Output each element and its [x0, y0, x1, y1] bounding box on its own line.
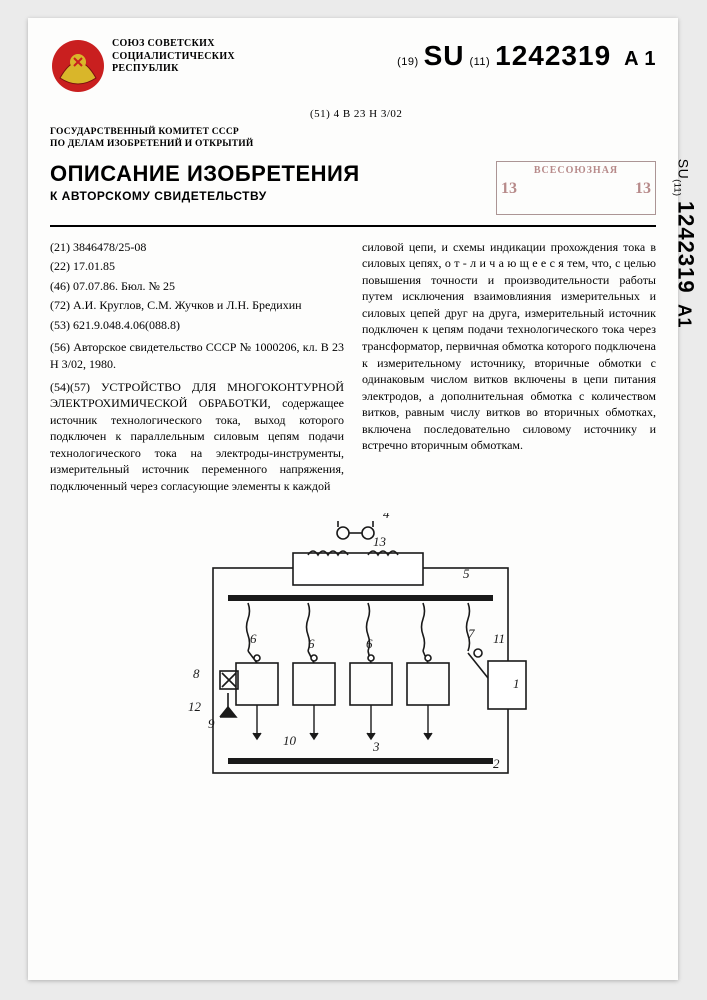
kind-code: A 1: [624, 48, 656, 70]
svg-text:6: 6: [308, 636, 315, 651]
patent-figure: 1234566678910111213: [158, 513, 548, 793]
svg-text:7: 7: [468, 626, 475, 641]
side-number: 1242319: [673, 201, 698, 294]
ussr-emblem-icon: [50, 38, 106, 94]
title-block: ОПИСАНИЕ ИЗОБРЕТЕНИЯ К АВТОРСКОМУ СВИДЕТ…: [50, 161, 360, 203]
horizontal-rule: [50, 225, 656, 227]
svg-text:9: 9: [208, 716, 215, 731]
right-column: силовой цепи, и схемы индикации прохожде…: [362, 239, 656, 498]
library-stamp: ВСЕСОЮЗНАЯ 13 13: [496, 161, 656, 215]
svg-text:8: 8: [193, 666, 200, 681]
svg-text:12: 12: [188, 699, 202, 714]
svg-text:6: 6: [250, 631, 257, 646]
svg-text:6: 6: [366, 636, 373, 651]
svg-text:3: 3: [372, 739, 380, 754]
svg-text:10: 10: [283, 733, 297, 748]
field-56: (56) Авторское свидетельство СССР № 1000…: [50, 339, 344, 372]
stamp-num-left: 13: [501, 180, 517, 198]
svg-text:11: 11: [493, 631, 505, 646]
svg-text:4: 4: [383, 513, 390, 521]
ipc-classification: (51) 4 B 23 H 3/02: [310, 108, 656, 120]
country-code: SU: [424, 40, 465, 71]
svg-text:13: 13: [373, 534, 387, 549]
side-su: SU: [675, 159, 691, 179]
field-53: (53) 621.9.048.4.06(088.8): [50, 317, 344, 334]
field-11: (11): [469, 56, 490, 68]
org-name: СОЮЗ СОВЕТСКИХ СОЦИАЛИСТИЧЕСКИХ РЕСПУБЛИ…: [112, 38, 262, 76]
publication-number: (19) SU (11) 1242319 A 1: [397, 38, 656, 72]
svg-text:1: 1: [513, 676, 520, 691]
document-title: ОПИСАНИЕ ИЗОБРЕТЕНИЯ: [50, 161, 360, 187]
field-54-57: (54)(57) УСТРОЙСТВО ДЛЯ МНОГОКОНТУРНОЙ Э…: [50, 379, 344, 495]
body-columns: (21) 3846478/25-08 (22) 17.01.85 (46) 07…: [50, 239, 656, 498]
header-row: СОЮЗ СОВЕТСКИХ СОЦИАЛИСТИЧЕСКИХ РЕСПУБЛИ…: [50, 38, 656, 94]
abstract-continued: силовой цепи, и схемы индикации прохожде…: [362, 239, 656, 454]
patent-page: СОЮЗ СОВЕТСКИХ СОЦИАЛИСТИЧЕСКИХ РЕСПУБЛИ…: [28, 18, 678, 980]
committee-name: ГОСУДАРСТВЕННЫЙ КОМИТЕТ СССР ПО ДЕЛАМ ИЗ…: [50, 126, 656, 151]
svg-text:2: 2: [493, 756, 500, 771]
left-column: (21) 3846478/25-08 (22) 17.01.85 (46) 07…: [50, 239, 344, 498]
field-19: (19): [397, 56, 419, 68]
stamp-num-right: 13: [635, 180, 651, 198]
side-kind: A1: [674, 304, 694, 328]
document-subtitle: К АВТОРСКОМУ СВИДЕТЕЛЬСТВУ: [50, 189, 360, 203]
title-row: ОПИСАНИЕ ИЗОБРЕТЕНИЯ К АВТОРСКОМУ СВИДЕТ…: [50, 161, 656, 215]
stamp-text: ВСЕСОЮЗНАЯ: [497, 165, 655, 176]
field-46: (46) 07.07.86. Бюл. № 25: [50, 278, 344, 295]
doc-number: 1242319: [495, 40, 611, 71]
field-21: (21) 3846478/25-08: [50, 239, 344, 256]
svg-text:5: 5: [463, 566, 470, 581]
side-publication-code: SU(11) 1242319 A1: [672, 159, 698, 328]
field-72: (72) А.И. Круглов, С.М. Жучков и Л.Н. Бр…: [50, 297, 344, 314]
field-22: (22) 17.01.85: [50, 258, 344, 275]
